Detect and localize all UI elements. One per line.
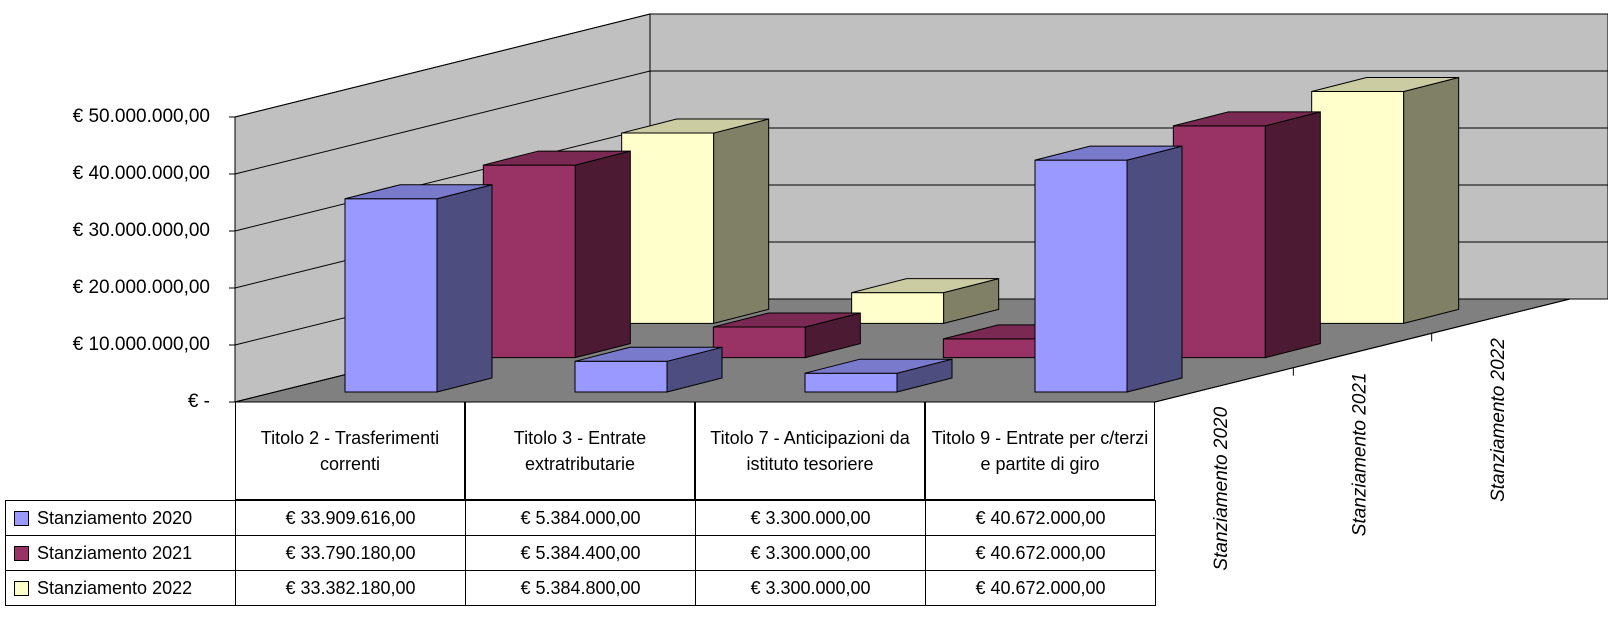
grid-line bbox=[234, 70, 1608, 175]
bar bbox=[1172, 111, 1321, 359]
bar-side bbox=[1403, 76, 1460, 324]
bar bbox=[344, 184, 493, 393]
bar-front bbox=[482, 164, 576, 359]
table-value: € 33.909.616,00 bbox=[235, 500, 466, 536]
legend-cell: Stanziamento 2020 bbox=[5, 500, 236, 536]
table-value: € 5.384.800,00 bbox=[465, 570, 696, 606]
bar-top bbox=[804, 358, 953, 374]
bar-front bbox=[712, 326, 806, 359]
table-value: € 3.300.000,00 bbox=[695, 500, 926, 536]
table-header: Titolo 7 - Anticipazioni da istituto tes… bbox=[695, 402, 925, 500]
y-tick-label: € 10.000.000,00 bbox=[73, 334, 210, 355]
bar-top bbox=[344, 184, 493, 200]
table-value: € 40.672.000,00 bbox=[925, 570, 1156, 606]
depth-axis bbox=[1154, 298, 1571, 403]
bar-front bbox=[804, 372, 898, 393]
legend-label: Stanziamento 2022 bbox=[37, 578, 193, 598]
bar-side bbox=[1264, 111, 1321, 359]
table-value: € 3.300.000,00 bbox=[695, 570, 926, 606]
table-value: € 5.384.000,00 bbox=[465, 500, 696, 536]
bar-top bbox=[851, 278, 999, 294]
bar bbox=[712, 312, 861, 359]
bar-front bbox=[1311, 91, 1405, 324]
bar-side bbox=[1126, 145, 1183, 393]
table-value: € 33.382.180,00 bbox=[235, 570, 466, 606]
bar-top bbox=[621, 118, 769, 134]
bar-top bbox=[1034, 145, 1183, 161]
legend-swatch bbox=[14, 580, 29, 596]
y-tick-label: € 20.000.000,00 bbox=[73, 277, 210, 298]
depth-label: Stanziamento 2020 bbox=[1211, 406, 1232, 570]
bar-top bbox=[574, 346, 723, 362]
bar-front bbox=[1172, 125, 1266, 359]
bar-side bbox=[574, 150, 631, 359]
legend-cell: Stanziamento 2021 bbox=[5, 535, 236, 571]
table-header: Titolo 2 - Trasferimenti correnti bbox=[235, 402, 465, 500]
bar-top bbox=[483, 150, 631, 166]
legend-cell: Stanziamento 2022 bbox=[5, 570, 236, 606]
table-value: € 3.300.000,00 bbox=[695, 535, 926, 571]
bar bbox=[804, 358, 953, 393]
y-tick-label: € 30.000.000,00 bbox=[73, 220, 210, 241]
bar-front bbox=[344, 198, 438, 393]
bar-top bbox=[713, 312, 861, 328]
table-header: Titolo 9 - Entrate per c/terzi e partite… bbox=[925, 402, 1155, 500]
bar bbox=[851, 277, 1000, 324]
bar bbox=[621, 118, 770, 324]
bar-top bbox=[1173, 111, 1321, 127]
legend-swatch bbox=[14, 545, 29, 561]
bar-top bbox=[1311, 77, 1459, 93]
bar bbox=[1311, 76, 1460, 324]
bar-side bbox=[436, 184, 493, 393]
grid-line bbox=[234, 13, 1608, 118]
bar-front bbox=[851, 292, 945, 324]
y-tick-label: € 50.000.000,00 bbox=[73, 106, 210, 127]
bar-front bbox=[1034, 159, 1128, 393]
bar bbox=[574, 346, 723, 393]
bar-front bbox=[574, 360, 668, 393]
legend-swatch bbox=[14, 510, 29, 526]
depth-label: Stanziamento 2021 bbox=[1350, 373, 1371, 537]
y-tick-label: € 40.000.000,00 bbox=[73, 163, 210, 184]
table-value: € 33.790.180,00 bbox=[235, 535, 466, 571]
table-value: € 40.672.000,00 bbox=[925, 535, 1156, 571]
bar-side bbox=[713, 118, 770, 324]
legend-label: Stanziamento 2021 bbox=[37, 543, 193, 563]
depth-label: Stanziamento 2022 bbox=[1488, 338, 1509, 502]
table-value: € 40.672.000,00 bbox=[925, 500, 1156, 536]
legend-label: Stanziamento 2020 bbox=[37, 508, 193, 528]
table-value: € 5.384.400,00 bbox=[465, 535, 696, 571]
bar bbox=[482, 150, 631, 359]
bar-front bbox=[942, 338, 1036, 359]
bar-front bbox=[621, 132, 715, 324]
y-tick-label: € - bbox=[188, 391, 210, 412]
bar bbox=[1034, 145, 1183, 393]
table-header: Titolo 3 - Entrate extratributarie bbox=[465, 402, 695, 500]
